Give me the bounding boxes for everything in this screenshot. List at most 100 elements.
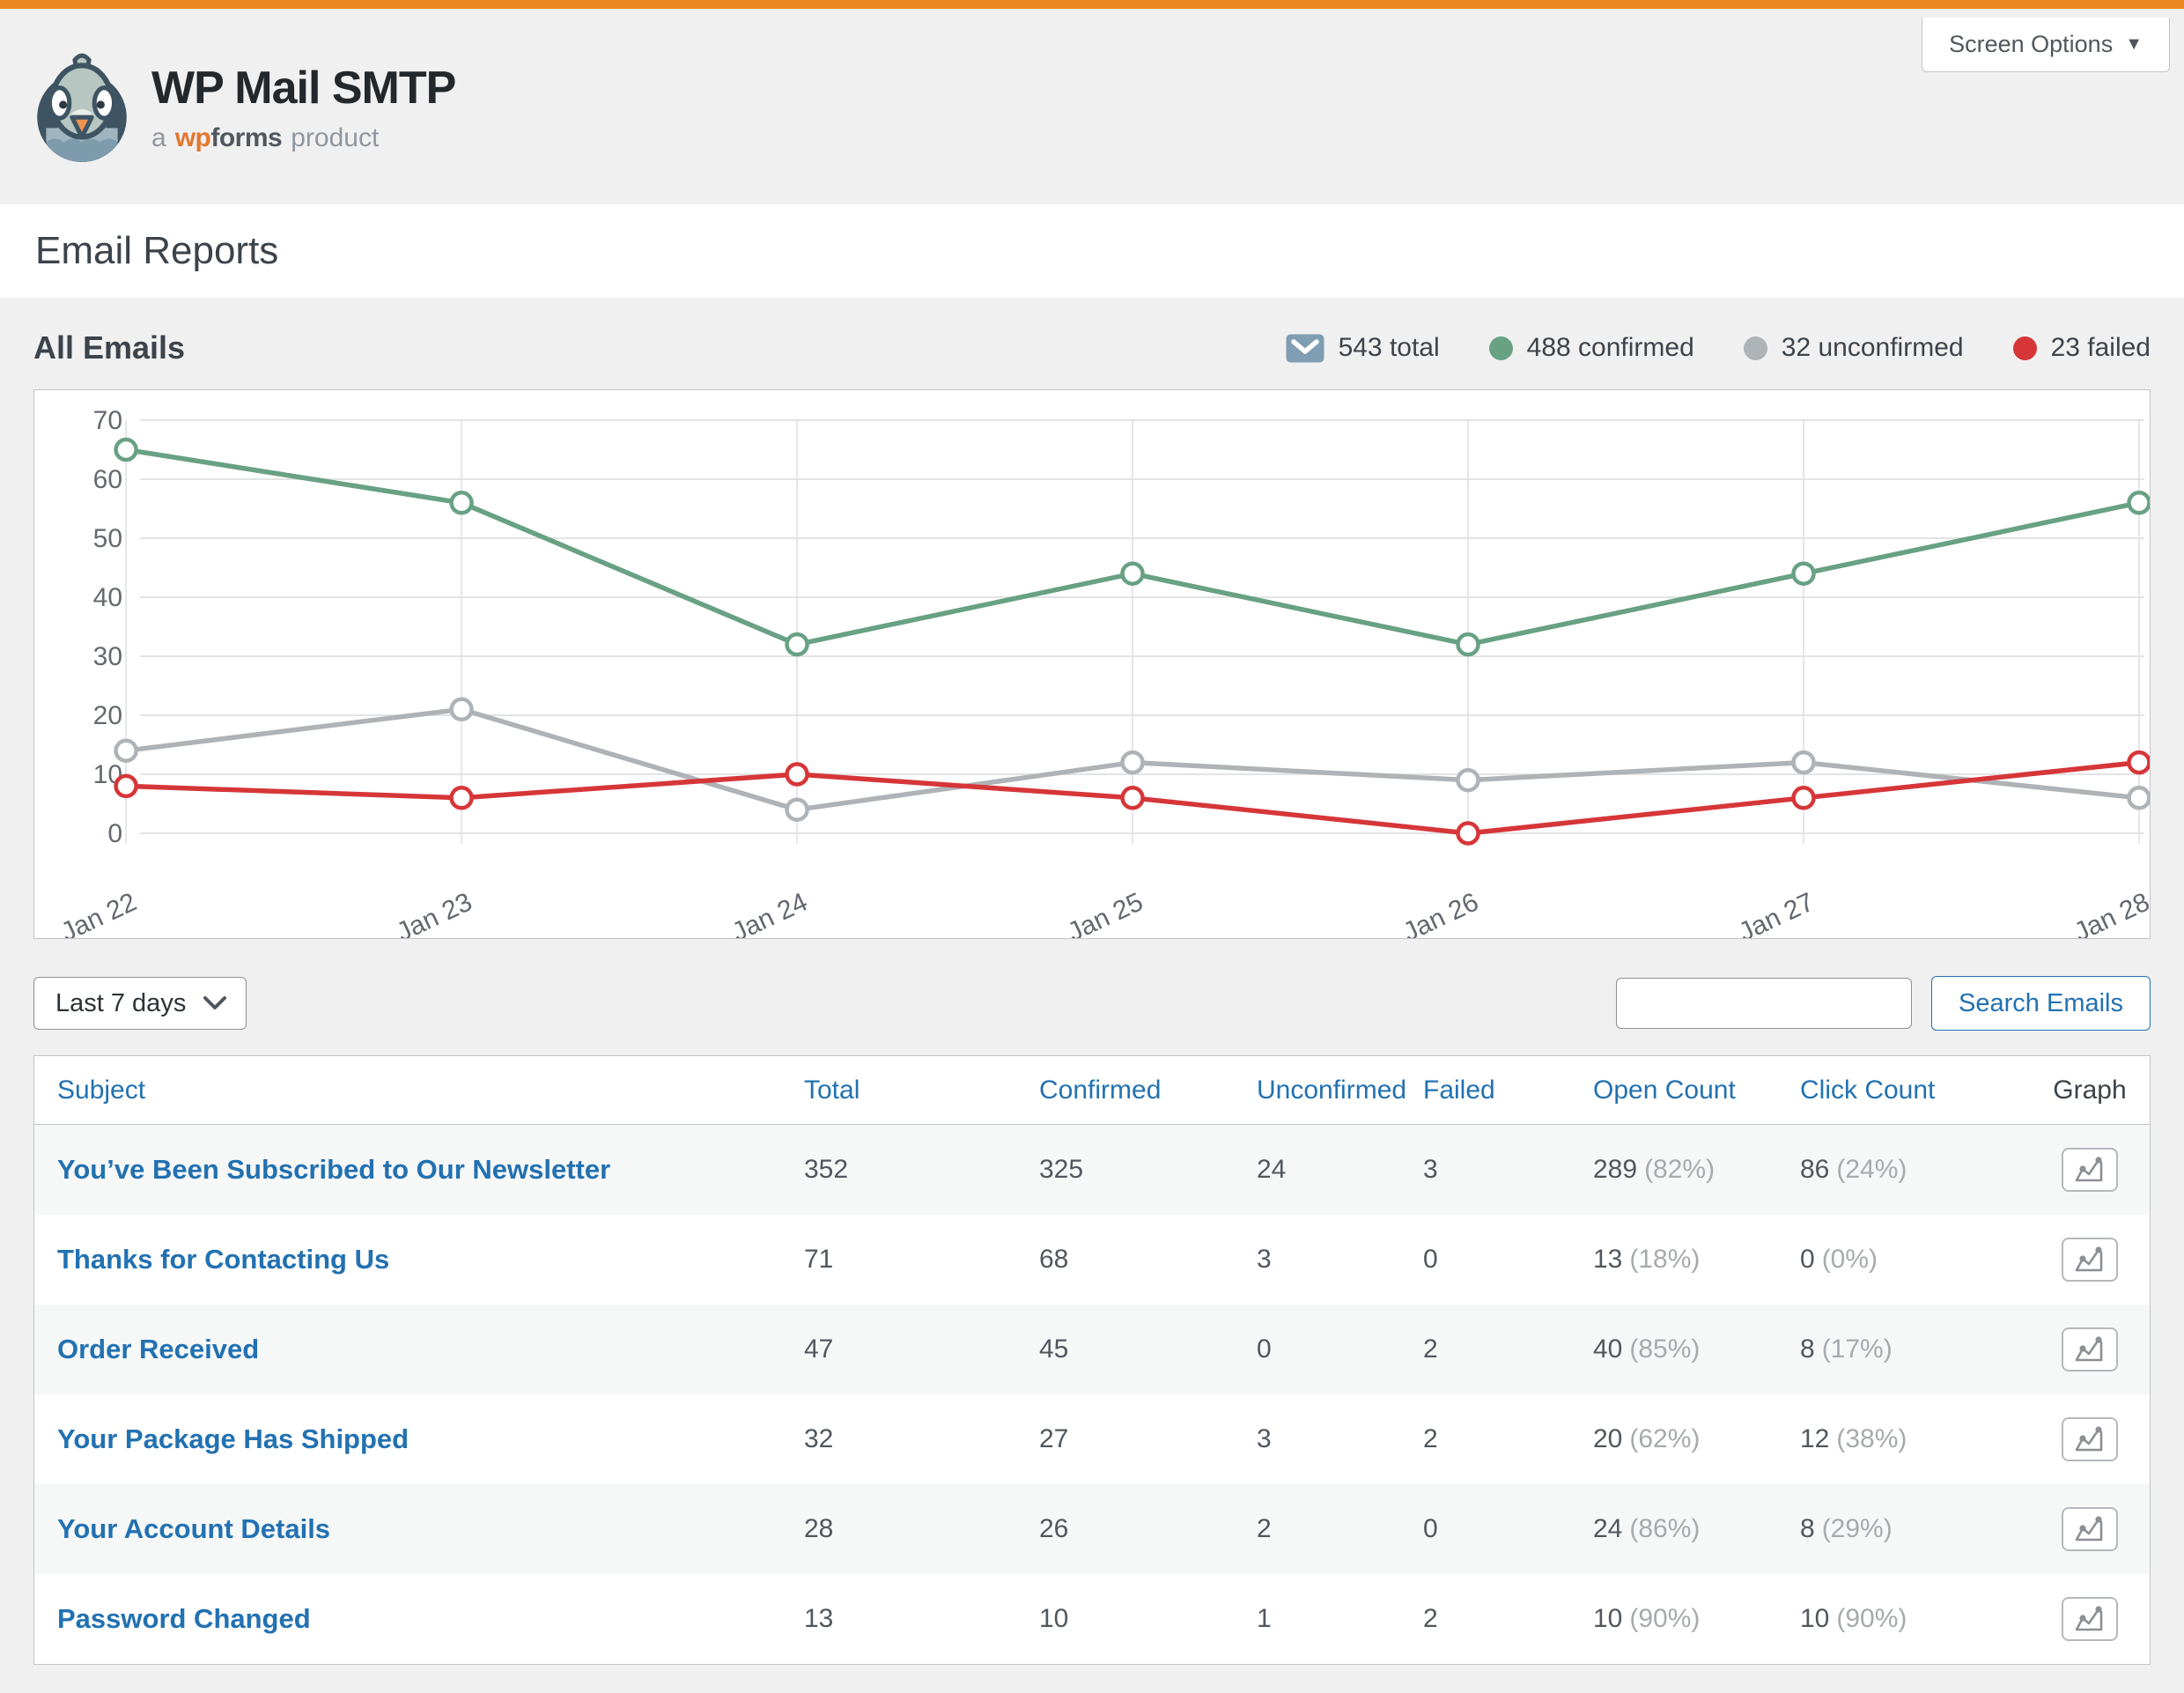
email-subject-link[interactable]: Order Received xyxy=(57,1334,260,1364)
total-value: 13 xyxy=(804,1604,834,1633)
failed-value: 3 xyxy=(1423,1155,1438,1184)
svg-text:Jan 23: Jan 23 xyxy=(392,887,476,938)
subtitle-suffix: product xyxy=(291,123,380,152)
row-graph-button[interactable] xyxy=(2062,1597,2118,1641)
mini-graph-icon xyxy=(2075,1336,2103,1362)
row-graph-button[interactable] xyxy=(2062,1507,2118,1551)
svg-text:Jan 28: Jan 28 xyxy=(2070,887,2150,938)
legend-dot xyxy=(2012,336,2037,360)
total-value: 28 xyxy=(804,1514,834,1543)
total-value: 352 xyxy=(804,1155,849,1184)
legend-label: 543 total xyxy=(1338,333,1440,362)
column-header-confirmed[interactable]: Confirmed xyxy=(1039,1075,1162,1105)
screen-options-button[interactable]: Screen Options ▼ xyxy=(1922,18,2170,72)
chevron-down-icon xyxy=(203,996,226,1009)
screen-options-label: Screen Options xyxy=(1949,31,2114,57)
subtitle-brand-forms: forms xyxy=(210,123,283,152)
table-row: Your Account Details 28 26 2 0 24 (86%) 8 (29%) xyxy=(34,1484,2150,1574)
email-subject-link[interactable]: You’ve Been Subscribed to Our Newsletter xyxy=(57,1154,611,1185)
open_count-value: 20 (62%) xyxy=(1593,1424,1701,1453)
email-reports-table: Subject Total Confirmed Unconfirmed Failed Op… xyxy=(33,1055,2151,1665)
mini-graph-icon xyxy=(2075,1606,2103,1631)
table-row: Thanks for Contacting Us 71 68 3 0 13 (18%) 0 (0… xyxy=(34,1215,2150,1305)
email-subject-link[interactable]: Your Account Details xyxy=(57,1513,331,1544)
failed-value: 2 xyxy=(1423,1604,1438,1633)
email-subject-link[interactable]: Password Changed xyxy=(57,1603,311,1634)
column-header-total[interactable]: Total xyxy=(804,1075,860,1105)
confirmed-value: 27 xyxy=(1039,1424,1069,1453)
failed-value: 0 xyxy=(1423,1245,1438,1274)
unconfirmed-value: 2 xyxy=(1257,1514,1272,1543)
total-value: 71 xyxy=(804,1245,834,1274)
column-header-unconfirmed[interactable]: Unconfirmed xyxy=(1257,1075,1407,1105)
page-title-band: Email Reports xyxy=(0,204,2184,298)
section-title: All Emails xyxy=(33,329,186,366)
series-unconfirmed xyxy=(114,697,2150,822)
legend-label: 32 unconfirmed xyxy=(1781,333,1964,362)
legend-item: 32 unconfirmed xyxy=(1743,333,1964,363)
svg-text:50: 50 xyxy=(93,524,122,553)
search-emails-button[interactable]: Search Emails xyxy=(1931,976,2151,1031)
confirmed-value: 325 xyxy=(1039,1155,1084,1184)
legend-item: 23 failed xyxy=(2012,333,2151,363)
email-subject-link[interactable]: Your Package Has Shipped xyxy=(57,1423,410,1454)
row-graph-button[interactable] xyxy=(2062,1238,2118,1282)
open_count-value: 289 (82%) xyxy=(1593,1155,1715,1184)
emails-chart-panel: 0 10 20 30 40 50 60 70 Jan 22 Jan 23 Jan 24 Jan 25 J… xyxy=(33,389,2151,939)
subtitle-prefix: a xyxy=(151,123,166,152)
mini-graph-icon xyxy=(2075,1516,2103,1541)
admin-top-bar xyxy=(0,0,2184,9)
table-row: Order Received 47 45 0 2 40 (85%) 8 (17%) xyxy=(34,1305,2150,1394)
row-graph-button[interactable] xyxy=(2062,1417,2118,1461)
svg-text:60: 60 xyxy=(93,465,122,494)
column-header-open_count[interactable]: Open Count xyxy=(1593,1075,1736,1105)
failed-value: 0 xyxy=(1423,1514,1438,1543)
legend-dot xyxy=(1488,336,1513,360)
svg-text:Jan 27: Jan 27 xyxy=(1734,887,1819,938)
envelope-icon xyxy=(1286,334,1324,362)
svg-text:20: 20 xyxy=(93,701,122,730)
failed-value: 2 xyxy=(1423,1334,1438,1364)
confirmed-value: 68 xyxy=(1039,1245,1069,1274)
column-header-click_count[interactable]: Click Count xyxy=(1800,1075,1936,1105)
svg-text:40: 40 xyxy=(93,583,122,612)
unconfirmed-value: 3 xyxy=(1257,1424,1272,1453)
click_count-value: 0 (0%) xyxy=(1800,1245,1878,1274)
subtitle-brand-wp: wp xyxy=(174,123,211,152)
date-range-value: Last 7 days xyxy=(55,988,187,1017)
row-graph-button[interactable] xyxy=(2062,1327,2118,1371)
open_count-value: 13 (18%) xyxy=(1593,1245,1701,1274)
row-graph-button[interactable] xyxy=(2062,1148,2118,1192)
confirmed-value: 10 xyxy=(1039,1604,1069,1633)
page-title: Email Reports xyxy=(35,229,279,272)
wp-mail-smtp-pigeon-logo xyxy=(37,53,127,162)
app-subtitle: a wp forms product xyxy=(151,123,455,153)
click_count-value: 86 (24%) xyxy=(1800,1155,1907,1184)
chevron-down-icon: ▼ xyxy=(2125,34,2143,54)
email-subject-link[interactable]: Thanks for Contacting Us xyxy=(57,1244,390,1275)
legend-dot xyxy=(1743,336,1767,360)
table-row: Your Package Has Shipped 32 27 3 2 20 (62%) 12(… xyxy=(34,1394,2150,1484)
mini-graph-icon xyxy=(2075,1246,2103,1272)
date-range-select[interactable]: Last 7 days xyxy=(33,977,247,1030)
svg-text:Jan 22: Jan 22 xyxy=(56,887,141,938)
table-row: You’ve Been Subscribed to Our Newsletter… xyxy=(34,1125,2150,1215)
mini-graph-icon xyxy=(2075,1426,2103,1452)
unconfirmed-value: 1 xyxy=(1257,1604,1272,1633)
column-header-failed[interactable]: Failed xyxy=(1423,1075,1495,1105)
svg-text:70: 70 xyxy=(93,406,122,435)
svg-text:30: 30 xyxy=(93,642,122,671)
search-input[interactable] xyxy=(1616,978,1913,1029)
legend-label: 23 failed xyxy=(2050,333,2151,362)
table-body: You’ve Been Subscribed to Our Newsletter… xyxy=(34,1125,2150,1664)
total-value: 47 xyxy=(804,1334,834,1364)
column-header-subject[interactable]: Subject xyxy=(57,1075,146,1105)
total-value: 32 xyxy=(804,1424,834,1453)
confirmed-value: 26 xyxy=(1039,1514,1069,1543)
legend-item: 543 total xyxy=(1286,333,1440,363)
click_count-value: 8 (29%) xyxy=(1800,1514,1893,1543)
confirmed-value: 45 xyxy=(1039,1334,1069,1364)
open_count-value: 40 (85%) xyxy=(1593,1334,1701,1364)
click_count-value: 12 (38%) xyxy=(1800,1424,1907,1453)
